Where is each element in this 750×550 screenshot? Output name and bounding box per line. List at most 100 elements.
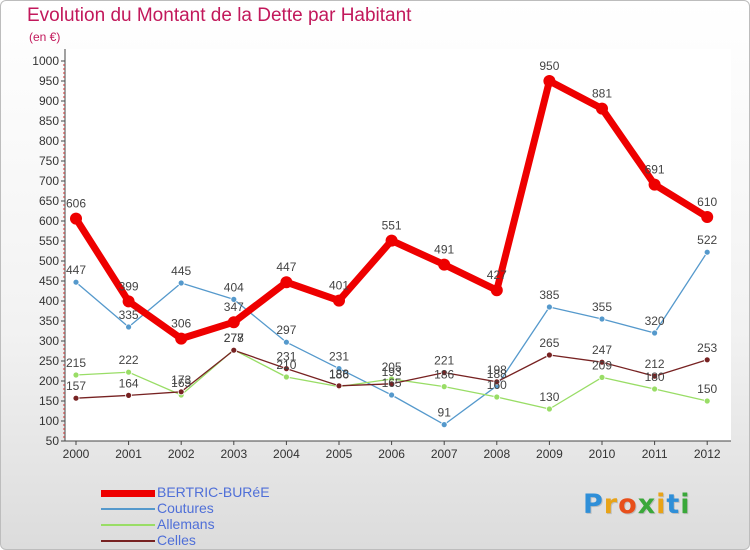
data-point: [440, 421, 448, 429]
legend-label: Celles: [157, 532, 196, 548]
data-point: [385, 234, 398, 247]
data-point: [651, 372, 658, 380]
data-label: 306: [171, 317, 191, 331]
data-label: 198: [487, 363, 507, 377]
data-point: [648, 178, 661, 191]
data-point: [598, 373, 606, 381]
x-tick-label: 2011: [642, 447, 668, 461]
data-label: 173: [171, 373, 191, 387]
data-label: 399: [119, 279, 139, 293]
data-point: [335, 365, 343, 373]
data-point: [598, 358, 606, 366]
data-label: 150: [697, 382, 717, 396]
y-tick-label: 650: [39, 194, 59, 208]
data-label: 193: [382, 365, 402, 379]
data-label: 231: [329, 350, 349, 364]
data-label: 253: [697, 341, 717, 355]
data-point: [703, 248, 711, 256]
data-point: [175, 332, 188, 345]
y-tick-label: 1000: [32, 54, 59, 68]
x-tick-label: 2004: [273, 447, 300, 461]
legend-swatch: [101, 508, 155, 510]
data-point: [282, 373, 290, 381]
x-tick-label: 2001: [115, 447, 142, 461]
y-tick-label: 750: [39, 154, 59, 168]
x-tick-label: 2008: [483, 447, 510, 461]
y-tick-label: 700: [39, 174, 59, 188]
data-label: 347: [224, 300, 244, 314]
data-label: 447: [66, 263, 86, 277]
x-tick-label: 2000: [63, 447, 90, 461]
data-point: [280, 276, 293, 289]
data-label: 130: [539, 390, 559, 404]
data-point: [177, 388, 185, 396]
x-tick-label: 2010: [589, 447, 616, 461]
y-tick-label: 400: [39, 294, 59, 308]
data-label: 401: [329, 279, 349, 293]
y-tick-label: 800: [39, 134, 59, 148]
chart-title: Evolution du Montant de la Dette par Hab…: [27, 5, 412, 26]
data-point: [388, 380, 396, 388]
y-tick-label: 50: [46, 434, 60, 448]
y-tick-label: 600: [39, 214, 59, 228]
legend-swatch: [101, 489, 155, 497]
data-label: 231: [276, 350, 296, 364]
y-tick-label: 200: [39, 374, 59, 388]
data-label: 278: [224, 331, 244, 345]
data-label: 157: [66, 379, 86, 393]
data-point: [282, 338, 290, 346]
data-label: 277: [224, 331, 244, 345]
y-tick-label: 300: [39, 334, 59, 348]
data-point: [493, 378, 501, 386]
data-point: [122, 295, 135, 308]
y-tick-label: 950: [39, 74, 59, 88]
data-label: 265: [539, 336, 559, 350]
data-point: [440, 383, 448, 391]
data-point: [438, 258, 451, 271]
data-label: 335: [119, 308, 139, 322]
data-point: [230, 295, 238, 303]
y-tick-label: 500: [39, 254, 59, 268]
data-label: 186: [329, 368, 349, 382]
data-label: 445: [171, 264, 191, 278]
data-label: 222: [119, 353, 139, 367]
data-label: 950: [539, 59, 559, 73]
data-point: [543, 75, 556, 87]
data-label: 606: [66, 197, 86, 211]
data-label: 215: [66, 356, 86, 370]
data-point: [598, 315, 606, 323]
data-label: 491: [434, 243, 454, 257]
legend-swatch: [101, 540, 155, 542]
data-point: [546, 351, 553, 359]
data-label: 188: [487, 367, 507, 381]
data-label: 551: [382, 219, 402, 233]
data-point: [177, 279, 185, 287]
data-point: [125, 391, 132, 399]
data-point: [651, 329, 658, 337]
data-point: [701, 211, 714, 223]
y-tick-label: 850: [39, 114, 59, 128]
data-label: 188: [329, 367, 349, 381]
x-tick-label: 2005: [326, 447, 353, 461]
data-point: [70, 212, 82, 225]
data-label: 186: [434, 368, 454, 382]
x-tick-label: 2003: [220, 447, 247, 461]
data-point: [546, 405, 553, 413]
legend-label: BERTRIC-BURéE: [157, 484, 270, 500]
y-tick-label: 100: [39, 414, 59, 428]
legend-label: Coutures: [157, 500, 214, 516]
data-point: [333, 294, 345, 307]
data-label: 404: [224, 280, 244, 294]
data-point: [596, 102, 608, 115]
data-label: 427: [487, 268, 507, 282]
x-tick-label: 2002: [168, 447, 195, 461]
x-tick-label: 2007: [431, 447, 458, 461]
y-tick-label: 450: [39, 274, 59, 288]
x-tick-label: 2006: [378, 447, 405, 461]
data-point: [227, 316, 240, 329]
data-label: 164: [119, 376, 139, 390]
data-label: 205: [382, 360, 402, 374]
data-point: [72, 278, 80, 286]
